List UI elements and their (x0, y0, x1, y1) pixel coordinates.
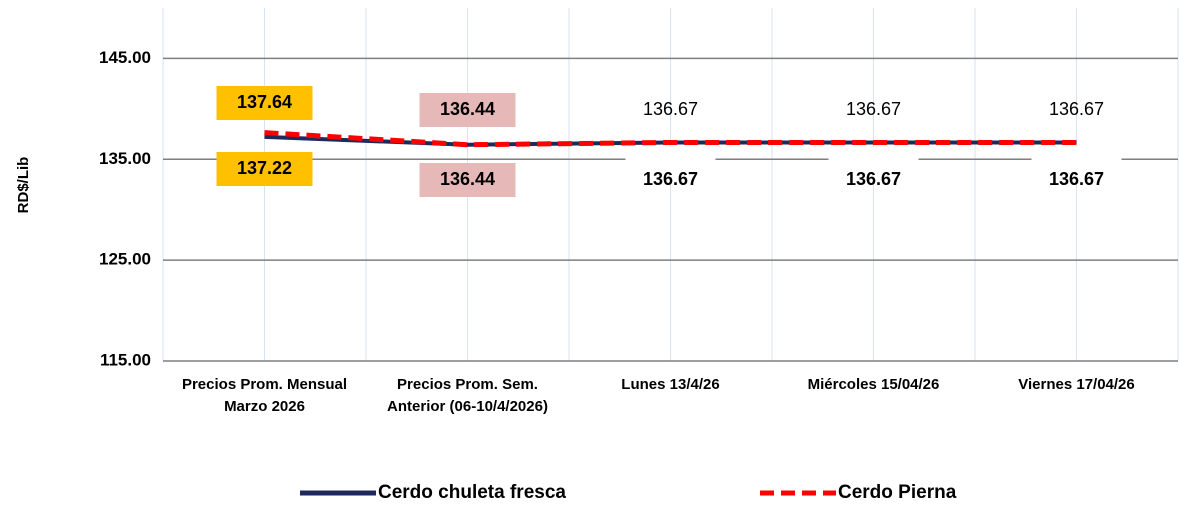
data-label: 136.67 (643, 99, 698, 119)
label-bg (828, 146, 919, 181)
y-tick-label: 135.00 (99, 149, 151, 168)
legend-label: Cerdo Pierna (838, 482, 957, 503)
data-label: 136.67 (1049, 169, 1104, 189)
data-label: 137.64 (237, 92, 292, 112)
label-box (216, 86, 313, 120)
label-bg (625, 146, 716, 181)
series-line (264, 130, 1077, 148)
data-label: 136.67 (1049, 99, 1104, 119)
y-tick-label: 125.00 (99, 250, 151, 269)
data-label: 136.67 (846, 169, 901, 189)
x-tick-label: Viernes 17/04/26 (1018, 376, 1135, 393)
label-box (419, 93, 516, 127)
data-label: 136.44 (440, 99, 495, 119)
y-tick-label: 145.00 (99, 48, 151, 67)
data-label: 136.67 (643, 169, 698, 189)
data-label: 136.67 (846, 99, 901, 119)
y-tick-label: 115.00 (100, 350, 151, 369)
label-box (216, 152, 313, 186)
label-box (419, 163, 516, 197)
data-label: 137.22 (237, 158, 292, 178)
x-tick-label: Precios Prom. Mensual Marzo 2026 (181, 376, 348, 415)
x-tick-label: Lunes 13/4/26 (621, 376, 720, 393)
label-bg (1031, 146, 1122, 181)
x-tick-label: Miércoles 15/04/26 (807, 376, 940, 393)
x-tick-label: Precios Prom. Sem. Anterior (06-10/4/202… (387, 376, 548, 415)
data-label: 136.44 (440, 169, 495, 189)
legend-label: Cerdo chuleta fresca (378, 482, 566, 503)
y-axis-label: RD$/Lib (15, 157, 32, 214)
